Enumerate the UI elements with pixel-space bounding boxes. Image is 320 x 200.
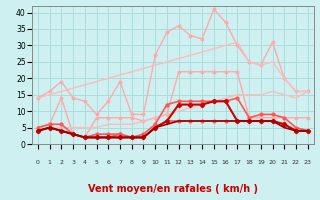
X-axis label: Vent moyen/en rafales ( km/h ): Vent moyen/en rafales ( km/h )	[88, 184, 258, 194]
